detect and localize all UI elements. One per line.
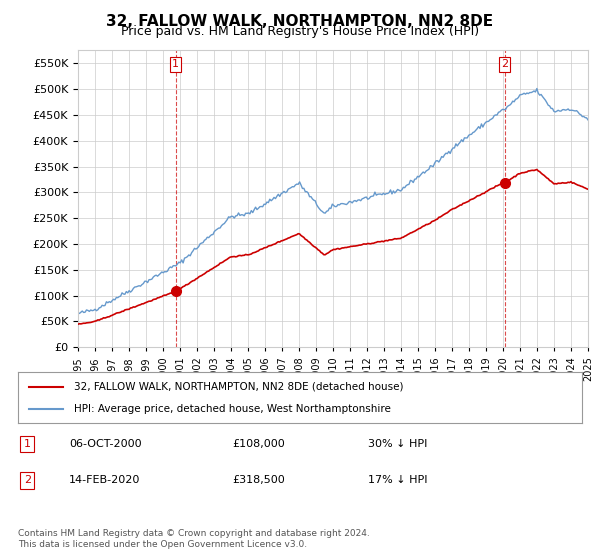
Text: 32, FALLOW WALK, NORTHAMPTON, NN2 8DE: 32, FALLOW WALK, NORTHAMPTON, NN2 8DE <box>106 14 494 29</box>
Text: Contains HM Land Registry data © Crown copyright and database right 2024.
This d: Contains HM Land Registry data © Crown c… <box>18 529 370 549</box>
Text: 1: 1 <box>172 59 179 69</box>
Text: 14-FEB-2020: 14-FEB-2020 <box>69 475 140 485</box>
Text: HPI: Average price, detached house, West Northamptonshire: HPI: Average price, detached house, West… <box>74 404 391 414</box>
Text: Price paid vs. HM Land Registry's House Price Index (HPI): Price paid vs. HM Land Registry's House … <box>121 25 479 38</box>
Text: 2: 2 <box>501 59 508 69</box>
Text: £318,500: £318,500 <box>232 475 285 485</box>
Text: 32, FALLOW WALK, NORTHAMPTON, NN2 8DE (detached house): 32, FALLOW WALK, NORTHAMPTON, NN2 8DE (d… <box>74 381 404 391</box>
Text: 2: 2 <box>23 475 31 485</box>
Text: 1: 1 <box>23 439 31 449</box>
Text: £108,000: £108,000 <box>232 439 285 449</box>
Text: 17% ↓ HPI: 17% ↓ HPI <box>368 475 427 485</box>
Text: 06-OCT-2000: 06-OCT-2000 <box>69 439 142 449</box>
Text: 30% ↓ HPI: 30% ↓ HPI <box>368 439 427 449</box>
